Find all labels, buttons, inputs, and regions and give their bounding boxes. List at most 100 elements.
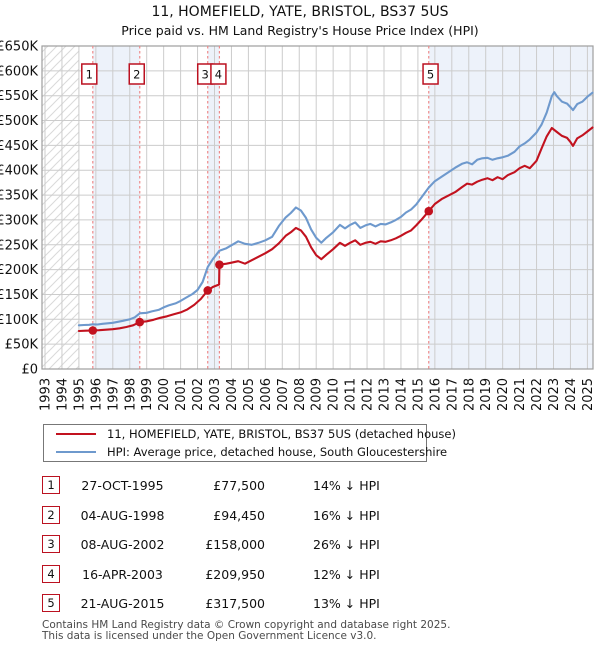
- svg-text:2024: 2024: [564, 378, 579, 411]
- legend-label: HPI: Average price, detached house, Sout…: [107, 445, 448, 459]
- no-data-hatch-region: [42, 46, 79, 369]
- sale-price: £158,000: [205, 537, 265, 553]
- svg-text:2009: 2009: [310, 378, 325, 411]
- price-paid-line-swatch: [56, 433, 96, 435]
- footer-copyright: Contains HM Land Registry data © Crown c…: [42, 619, 451, 631]
- svg-text:2007: 2007: [276, 378, 291, 411]
- svg-text:2011: 2011: [344, 378, 359, 411]
- svg-text:£50K: £50K: [5, 338, 39, 353]
- table-row: 2 04-AUG-1998 £94,450 16% ↓ HPI: [0, 505, 600, 526]
- svg-text:2004: 2004: [225, 378, 240, 411]
- svg-text:2000: 2000: [157, 378, 172, 411]
- svg-text:2018: 2018: [462, 378, 477, 411]
- sale-date: 27-OCT-1995: [81, 478, 164, 493]
- row-number-badge: 5: [42, 594, 60, 613]
- svg-text:£200K: £200K: [0, 263, 38, 278]
- hpi-line-swatch: [56, 451, 96, 453]
- sale-price: £94,450: [213, 507, 265, 523]
- sale-price: £317,500: [205, 596, 265, 612]
- sale-date: 16-APR-2003: [82, 566, 163, 582]
- svg-text:2020: 2020: [496, 378, 511, 411]
- page-subtitle: Price paid vs. HM Land Registry's House …: [121, 23, 479, 38]
- svg-text:2005: 2005: [242, 378, 257, 411]
- hpi-comparison: 14% ↓ HPI: [313, 478, 380, 493]
- svg-text:2017: 2017: [445, 378, 460, 411]
- hpi-comparison: 26% ↓ HPI: [313, 537, 380, 553]
- table-row: 5 21-AUG-2015 £317,500 13% ↓ HPI: [0, 594, 600, 614]
- sale-price: £209,950: [205, 566, 265, 582]
- sale-date: 08-AUG-2002: [80, 537, 165, 553]
- chart-legend: 11, HOMEFIELD, YATE, BRISTOL, BS37 5US (…: [43, 424, 456, 462]
- svg-text:2021: 2021: [513, 378, 528, 411]
- svg-text:1999: 1999: [140, 378, 155, 411]
- svg-text:2014: 2014: [394, 378, 409, 411]
- row-number-badge: 3: [42, 535, 60, 554]
- plot-border: [41, 45, 594, 370]
- svg-text:5: 5: [427, 68, 434, 82]
- svg-text:£250K: £250K: [0, 238, 38, 253]
- legend-item-price-paid: 11, HOMEFIELD, YATE, BRISTOL, BS37 5US (…: [44, 425, 456, 443]
- svg-text:2019: 2019: [479, 378, 494, 411]
- hpi-average-price-line: [77, 91, 594, 327]
- table-row: 4 16-APR-2003 £209,950 12% ↓ HPI: [0, 564, 600, 585]
- svg-text:2003: 2003: [208, 378, 223, 411]
- svg-text:£300K: £300K: [0, 213, 38, 228]
- legend-item-hpi: HPI: Average price, detached house, Sout…: [44, 443, 447, 461]
- sale-date: 21-AUG-2015: [80, 596, 165, 612]
- svg-text:2025: 2025: [581, 378, 596, 411]
- svg-text:2: 2: [133, 68, 140, 82]
- x-axis-labels: 1993 1994 1995 1996 1997 1998 1999 2000 2001 2002…: [39, 378, 596, 411]
- hpi-comparison: 12% ↓ HPI: [313, 566, 380, 582]
- svg-text:2022: 2022: [530, 378, 545, 411]
- svg-text:1994: 1994: [55, 378, 70, 411]
- row-number-badge: 1: [42, 476, 60, 494]
- svg-text:2013: 2013: [378, 378, 393, 411]
- hpi-comparison: 16% ↓ HPI: [313, 507, 380, 523]
- svg-text:£0: £0: [21, 363, 38, 378]
- legend-label: 11, HOMEFIELD, YATE, BRISTOL, BS37 5US (…: [107, 427, 456, 441]
- svg-text:2023: 2023: [547, 378, 562, 411]
- sale-date: 04-AUG-1998: [80, 507, 165, 523]
- svg-text:£150K: £150K: [0, 288, 38, 303]
- svg-text:2010: 2010: [327, 378, 342, 411]
- svg-text:1998: 1998: [123, 378, 138, 411]
- page-title: 11, HOMEFIELD, YATE, BRISTOL, BS37 5US: [151, 4, 449, 20]
- ownership-bands: [92, 46, 593, 369]
- hpi-comparison: 13% ↓ HPI: [313, 596, 380, 612]
- svg-text:4: 4: [215, 68, 222, 82]
- svg-text:1993: 1993: [39, 378, 54, 411]
- price-paid-hpi-scaled-line: [77, 126, 594, 333]
- svg-text:1: 1: [86, 68, 93, 82]
- svg-text:2016: 2016: [428, 378, 443, 411]
- svg-text:£650K: £650K: [0, 40, 38, 55]
- svg-text:2015: 2015: [411, 378, 426, 411]
- svg-text:£550K: £550K: [0, 89, 38, 104]
- y-axis-labels: £0 £50K £100K £150K £200K £250K £300K £350K £400…: [0, 40, 38, 378]
- svg-text:2001: 2001: [174, 378, 189, 411]
- svg-text:£450K: £450K: [0, 139, 38, 154]
- price-chart: 1 2 3 4 5 £0 £50K £100K £150K £200K £250K £300K £350…: [0, 40, 600, 418]
- row-number-badge: 4: [42, 564, 60, 583]
- svg-text:1996: 1996: [89, 378, 104, 411]
- price-chart-svg: 1 2 3 4 5 £0 £50K £100K £150K £200K £250K £300K £350…: [0, 40, 596, 412]
- svg-text:£600K: £600K: [0, 64, 38, 79]
- footer-licence: This data is licensed under the Open Gov…: [42, 630, 377, 642]
- svg-text:2008: 2008: [293, 378, 308, 411]
- svg-text:2002: 2002: [191, 378, 206, 411]
- sale-price: £77,500: [213, 478, 265, 493]
- row-number-badge: 2: [42, 505, 60, 524]
- sale-point-dots: [88, 206, 434, 335]
- svg-text:£350K: £350K: [0, 189, 38, 204]
- svg-text:1997: 1997: [106, 378, 121, 411]
- svg-text:£500K: £500K: [0, 114, 38, 129]
- svg-text:£100K: £100K: [0, 313, 38, 328]
- svg-text:1995: 1995: [72, 378, 87, 411]
- svg-text:£400K: £400K: [0, 164, 38, 179]
- table-row: 3 08-AUG-2002 £158,000 26% ↓ HPI: [0, 535, 600, 555]
- table-row: 1 27-OCT-1995 £77,500 14% ↓ HPI: [0, 476, 600, 496]
- svg-text:2012: 2012: [361, 378, 376, 411]
- svg-text:2006: 2006: [259, 378, 274, 411]
- svg-text:3: 3: [202, 68, 209, 82]
